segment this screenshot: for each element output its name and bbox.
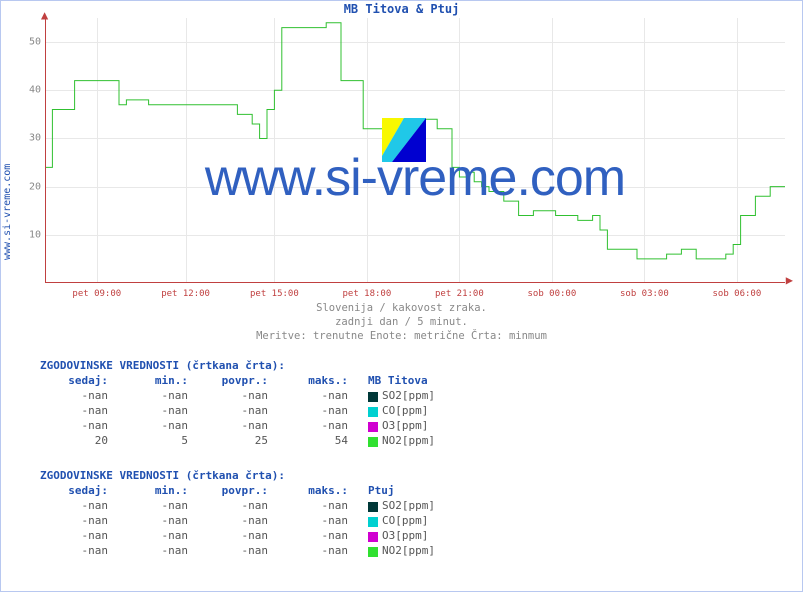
x-tick-label: pet 18:00	[343, 289, 392, 299]
chart-axes	[45, 18, 785, 283]
x-axis-arrow: ▶	[786, 273, 793, 287]
x-tick-label: pet 12:00	[161, 289, 210, 299]
legend-swatch	[368, 517, 378, 527]
x-tick-label: pet 09:00	[72, 289, 121, 299]
legend-columns: sedaj:min.:povpr.:maks.:MB Titova	[40, 373, 435, 388]
legend-row: -nan-nan-nan-nanO3[ppm]	[40, 528, 435, 543]
x-tick-label: sob 00:00	[528, 289, 577, 299]
x-tick-label: sob 06:00	[713, 289, 762, 299]
legend-row: -nan-nan-nan-nanCO[ppm]	[40, 513, 435, 528]
legend-row: 2052554NO2[ppm]	[40, 433, 435, 448]
legend-columns: sedaj:min.:povpr.:maks.:Ptuj	[40, 483, 435, 498]
legend-swatch	[368, 437, 378, 447]
legend-swatch	[368, 392, 378, 402]
subtitle-1: Slovenija / kakovost zraka.	[0, 302, 803, 314]
y-tick-label: 20	[17, 181, 41, 192]
chart-title: MB Titova & Ptuj	[0, 2, 803, 16]
legend-swatch	[368, 502, 378, 512]
legend-swatch	[368, 532, 378, 542]
chart-area: ▶ ▲ www.si-vreme.com 1020304050 pet 09:0…	[45, 18, 785, 283]
subtitle-3: Meritve: trenutne Enote: metrične Črta: …	[0, 330, 803, 342]
legend-row: -nan-nan-nan-nanCO[ppm]	[40, 403, 435, 418]
legend-swatch	[368, 422, 378, 432]
x-tick-label: pet 21:00	[435, 289, 484, 299]
x-tick-label: sob 03:00	[620, 289, 669, 299]
legend-header: ZGODOVINSKE VREDNOSTI (črtkana črta):	[40, 358, 435, 373]
legend-row: -nan-nan-nan-nanNO2[ppm]	[40, 543, 435, 558]
y-tick-label: 30	[17, 133, 41, 144]
legend-block-2: ZGODOVINSKE VREDNOSTI (črtkana črta):sed…	[40, 468, 435, 558]
y-tick-label: 50	[17, 37, 41, 48]
subtitle-2: zadnji dan / 5 minut.	[0, 316, 803, 328]
legend-header: ZGODOVINSKE VREDNOSTI (črtkana črta):	[40, 468, 435, 483]
legend-row: -nan-nan-nan-nanO3[ppm]	[40, 418, 435, 433]
legend-row: -nan-nan-nan-nanSO2[ppm]	[40, 388, 435, 403]
x-tick-label: pet 15:00	[250, 289, 299, 299]
y-axis-arrow: ▲	[41, 8, 48, 22]
y-tick-label: 40	[17, 85, 41, 96]
legend-block-1: ZGODOVINSKE VREDNOSTI (črtkana črta):sed…	[40, 358, 435, 448]
legend-swatch	[368, 407, 378, 417]
legend-swatch	[368, 547, 378, 557]
y-tick-label: 10	[17, 229, 41, 240]
legend-row: -nan-nan-nan-nanSO2[ppm]	[40, 498, 435, 513]
